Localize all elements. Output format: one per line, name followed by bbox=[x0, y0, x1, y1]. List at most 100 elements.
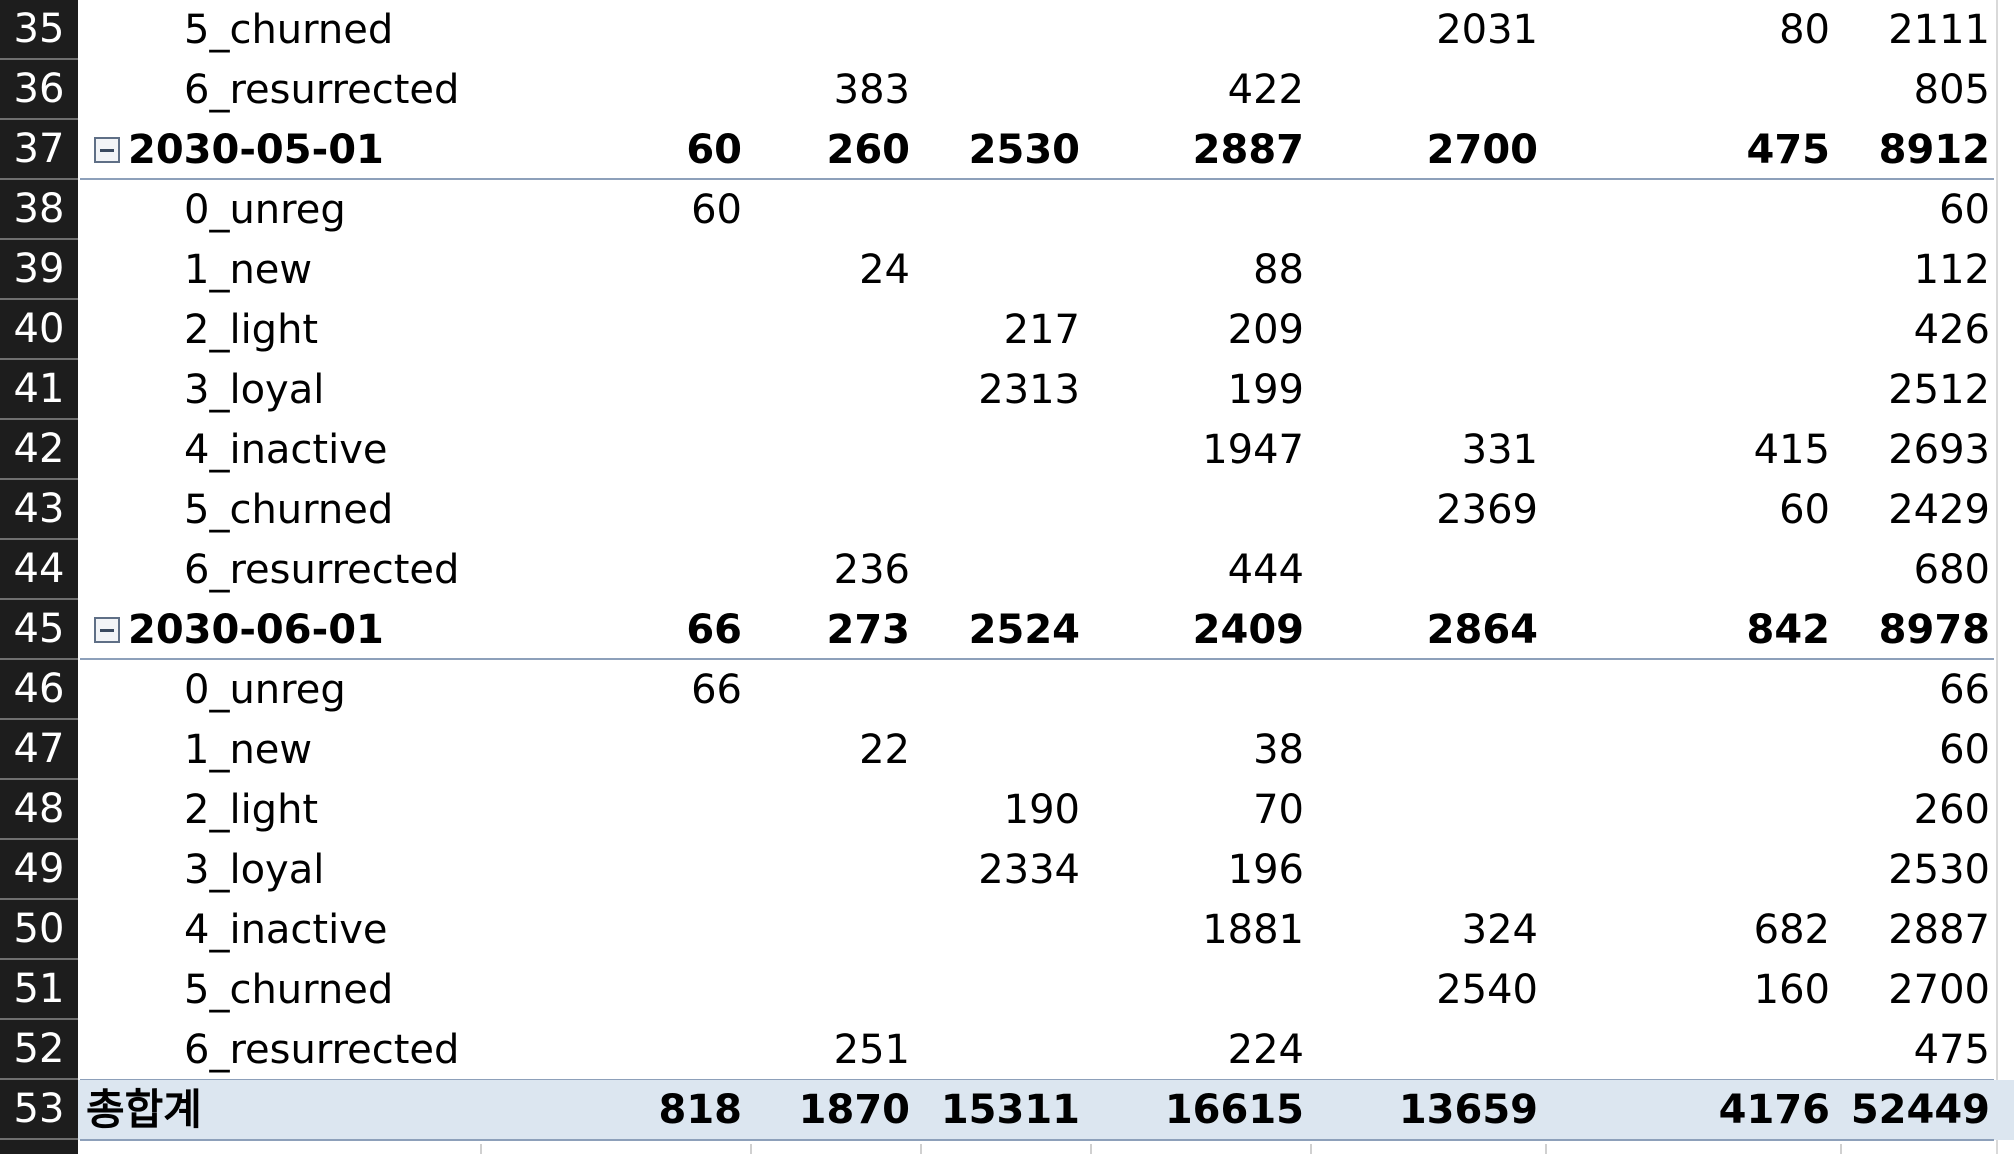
value-cell[interactable]: 66 bbox=[691, 667, 742, 713]
value-cell[interactable] bbox=[560, 0, 742, 60]
value-cell[interactable] bbox=[560, 480, 742, 540]
value-cell[interactable] bbox=[920, 540, 1080, 600]
value-cell[interactable] bbox=[1100, 180, 1304, 240]
row-number[interactable]: 50 bbox=[0, 900, 78, 960]
row-number[interactable]: 43 bbox=[0, 480, 78, 540]
value-cell[interactable]: 60 bbox=[1939, 187, 1990, 233]
collapse-icon[interactable] bbox=[94, 617, 120, 643]
value-cell[interactable] bbox=[920, 660, 1080, 720]
value-cell[interactable] bbox=[920, 960, 1080, 1020]
value-cell[interactable] bbox=[1600, 720, 1830, 780]
value-cell[interactable] bbox=[1300, 660, 1538, 720]
value-cell[interactable] bbox=[1600, 540, 1830, 600]
row-number[interactable]: 52 bbox=[0, 1020, 78, 1080]
value-cell[interactable]: 2864 bbox=[1426, 607, 1538, 653]
value-cell[interactable] bbox=[1100, 480, 1304, 540]
row-number[interactable]: 48 bbox=[0, 780, 78, 840]
segment-label[interactable]: 1_new bbox=[184, 247, 313, 293]
value-cell[interactable]: 805 bbox=[1913, 67, 1990, 113]
segment-label[interactable]: 5_churned bbox=[184, 967, 394, 1013]
value-cell[interactable] bbox=[1300, 60, 1538, 120]
value-cell[interactable]: 236 bbox=[833, 547, 910, 593]
value-cell[interactable] bbox=[920, 480, 1080, 540]
segment-label[interactable]: 6_resurrected bbox=[184, 547, 460, 593]
value-cell[interactable]: 190 bbox=[1003, 787, 1080, 833]
collapse-icon[interactable] bbox=[94, 137, 120, 163]
value-cell[interactable] bbox=[1600, 60, 1830, 120]
value-cell[interactable]: 16615 bbox=[1164, 1087, 1304, 1133]
value-cell[interactable] bbox=[750, 420, 910, 480]
date-label[interactable]: 2030-06-01 bbox=[128, 607, 384, 653]
value-cell[interactable]: 422 bbox=[1227, 67, 1304, 113]
row-number[interactable]: 47 bbox=[0, 720, 78, 780]
value-cell[interactable]: 383 bbox=[833, 67, 910, 113]
value-cell[interactable] bbox=[1600, 660, 1830, 720]
value-cell[interactable]: 8912 bbox=[1878, 127, 1990, 173]
value-cell[interactable]: 209 bbox=[1227, 307, 1304, 353]
value-cell[interactable]: 112 bbox=[1913, 247, 1990, 293]
value-cell[interactable] bbox=[560, 540, 742, 600]
value-cell[interactable]: 680 bbox=[1913, 547, 1990, 593]
value-cell[interactable]: 1881 bbox=[1202, 907, 1304, 953]
value-cell[interactable] bbox=[1300, 360, 1538, 420]
segment-label[interactable]: 4_inactive bbox=[184, 907, 388, 953]
value-cell[interactable] bbox=[1600, 300, 1830, 360]
value-cell[interactable] bbox=[750, 780, 910, 840]
value-cell[interactable] bbox=[560, 960, 742, 1020]
value-cell[interactable] bbox=[1600, 780, 1830, 840]
value-cell[interactable] bbox=[1600, 840, 1830, 900]
value-cell[interactable]: 217 bbox=[1003, 307, 1080, 353]
value-cell[interactable]: 66 bbox=[1939, 667, 1990, 713]
row-number[interactable]: 35 bbox=[0, 0, 78, 60]
value-cell[interactable] bbox=[920, 1020, 1080, 1080]
row-number[interactable]: 45 bbox=[0, 600, 78, 660]
value-cell[interactable] bbox=[1300, 540, 1538, 600]
value-cell[interactable] bbox=[750, 180, 910, 240]
value-cell[interactable]: 331 bbox=[1461, 427, 1538, 473]
date-label[interactable]: 2030-05-01 bbox=[128, 127, 384, 173]
segment-label[interactable]: 3_loyal bbox=[184, 847, 325, 893]
value-cell[interactable]: 1870 bbox=[798, 1087, 910, 1133]
value-cell[interactable]: 160 bbox=[1753, 967, 1830, 1013]
value-cell[interactable]: 2334 bbox=[978, 847, 1080, 893]
value-cell[interactable]: 444 bbox=[1227, 547, 1304, 593]
value-cell[interactable] bbox=[750, 960, 910, 1020]
value-cell[interactable]: 2540 bbox=[1436, 967, 1538, 1013]
value-cell[interactable] bbox=[560, 840, 742, 900]
value-cell[interactable]: 60 bbox=[691, 187, 742, 233]
value-cell[interactable]: 2369 bbox=[1436, 487, 1538, 533]
value-cell[interactable]: 2031 bbox=[1436, 7, 1538, 53]
value-cell[interactable]: 2313 bbox=[978, 367, 1080, 413]
segment-label[interactable]: 6_resurrected bbox=[184, 1027, 460, 1073]
value-cell[interactable]: 2111 bbox=[1888, 7, 1990, 53]
value-cell[interactable] bbox=[750, 360, 910, 420]
value-cell[interactable] bbox=[1300, 1020, 1538, 1080]
value-cell[interactable] bbox=[560, 780, 742, 840]
value-cell[interactable] bbox=[1100, 960, 1304, 1020]
value-cell[interactable]: 80 bbox=[1779, 7, 1830, 53]
value-cell[interactable] bbox=[750, 300, 910, 360]
segment-label[interactable]: 0_unreg bbox=[184, 187, 346, 233]
row-number[interactable]: 41 bbox=[0, 360, 78, 420]
value-cell[interactable] bbox=[1600, 360, 1830, 420]
row-number[interactable]: 37 bbox=[0, 120, 78, 180]
value-cell[interactable]: 273 bbox=[826, 607, 911, 653]
segment-label[interactable]: 3_loyal bbox=[184, 367, 325, 413]
segment-label[interactable]: 2_light bbox=[184, 307, 319, 353]
value-cell[interactable] bbox=[750, 480, 910, 540]
value-cell[interactable]: 2887 bbox=[1192, 127, 1304, 173]
value-cell[interactable] bbox=[920, 60, 1080, 120]
value-cell[interactable] bbox=[920, 420, 1080, 480]
value-cell[interactable]: 88 bbox=[1253, 247, 1304, 293]
value-cell[interactable]: 24 bbox=[859, 247, 910, 293]
value-cell[interactable]: 2524 bbox=[968, 607, 1080, 653]
row-number[interactable]: 39 bbox=[0, 240, 78, 300]
value-cell[interactable] bbox=[1100, 660, 1304, 720]
value-cell[interactable]: 2530 bbox=[1888, 847, 1990, 893]
row-number[interactable]: 51 bbox=[0, 960, 78, 1020]
row-number[interactable]: 36 bbox=[0, 60, 78, 120]
value-cell[interactable] bbox=[560, 240, 742, 300]
value-cell[interactable]: 196 bbox=[1227, 847, 1304, 893]
value-cell[interactable]: 66 bbox=[686, 607, 742, 653]
value-cell[interactable] bbox=[920, 900, 1080, 960]
